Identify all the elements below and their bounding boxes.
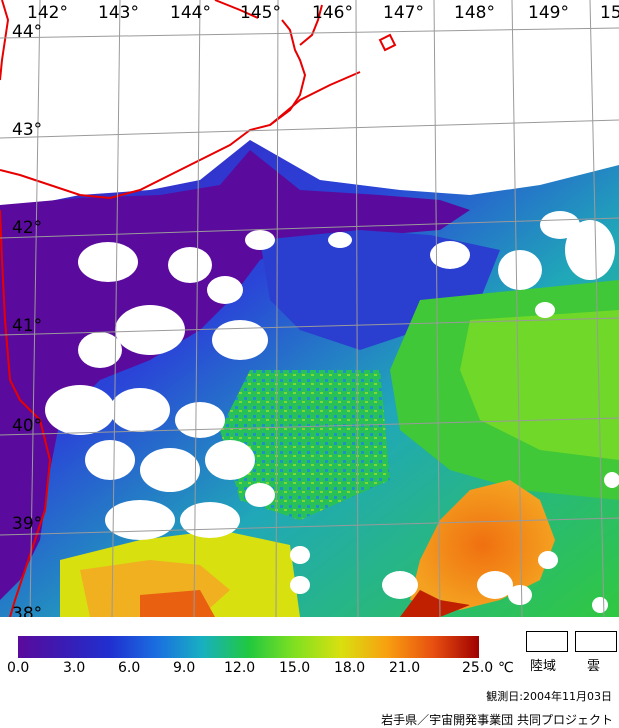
lon-label: 144°	[170, 3, 211, 23]
lat-label: 41°	[12, 316, 43, 336]
colorbar-tick: 3.0	[63, 660, 86, 676]
lat-label: 39°	[12, 514, 43, 534]
sea-surface-temperature-map	[0, 0, 619, 617]
lon-label: 145°	[240, 3, 281, 23]
lon-label: 148°	[454, 3, 495, 23]
lon-label: 143°	[98, 3, 139, 23]
colorbar-tick: 9.0	[173, 660, 196, 676]
credit-text: 岩手県／宇宙開発事業団 共同プロジェクト	[381, 713, 613, 727]
cloud-swatch	[575, 631, 617, 652]
colorbar-tick: 18.0	[334, 660, 366, 676]
colorbar-unit: ℃	[498, 660, 514, 676]
coastline	[0, 0, 397, 617]
lon-label: 142°	[27, 3, 68, 23]
land-swatch	[526, 631, 568, 652]
colorbar-tick: 12.0	[224, 660, 256, 676]
temperature-colorbar	[18, 636, 479, 658]
lon-label: 147°	[383, 3, 424, 23]
cloud-mask	[45, 211, 619, 613]
lat-label: 38°	[12, 604, 43, 617]
lat-label: 43°	[12, 120, 43, 140]
lat-label: 44°	[12, 22, 43, 42]
lat-label: 42°	[12, 218, 43, 238]
colorbar-tick: 21.0	[389, 660, 421, 676]
colorbar-tick: 6.0	[118, 660, 141, 676]
observation-date: 観測日:2004年11月03日	[486, 690, 612, 703]
cloud-label: 雲	[587, 659, 601, 674]
lon-label: 149°	[528, 3, 569, 23]
graticule	[0, 0, 619, 617]
colorbar-tick: 15.0	[279, 660, 311, 676]
colorbar-tick: 25.0	[462, 660, 494, 676]
lon-label: 146°	[312, 3, 353, 23]
lat-label: 40°	[12, 416, 43, 436]
land-label: 陸域	[530, 659, 557, 674]
lon-label: 15	[600, 3, 619, 23]
colorbar-tick: 0.0	[7, 660, 30, 676]
